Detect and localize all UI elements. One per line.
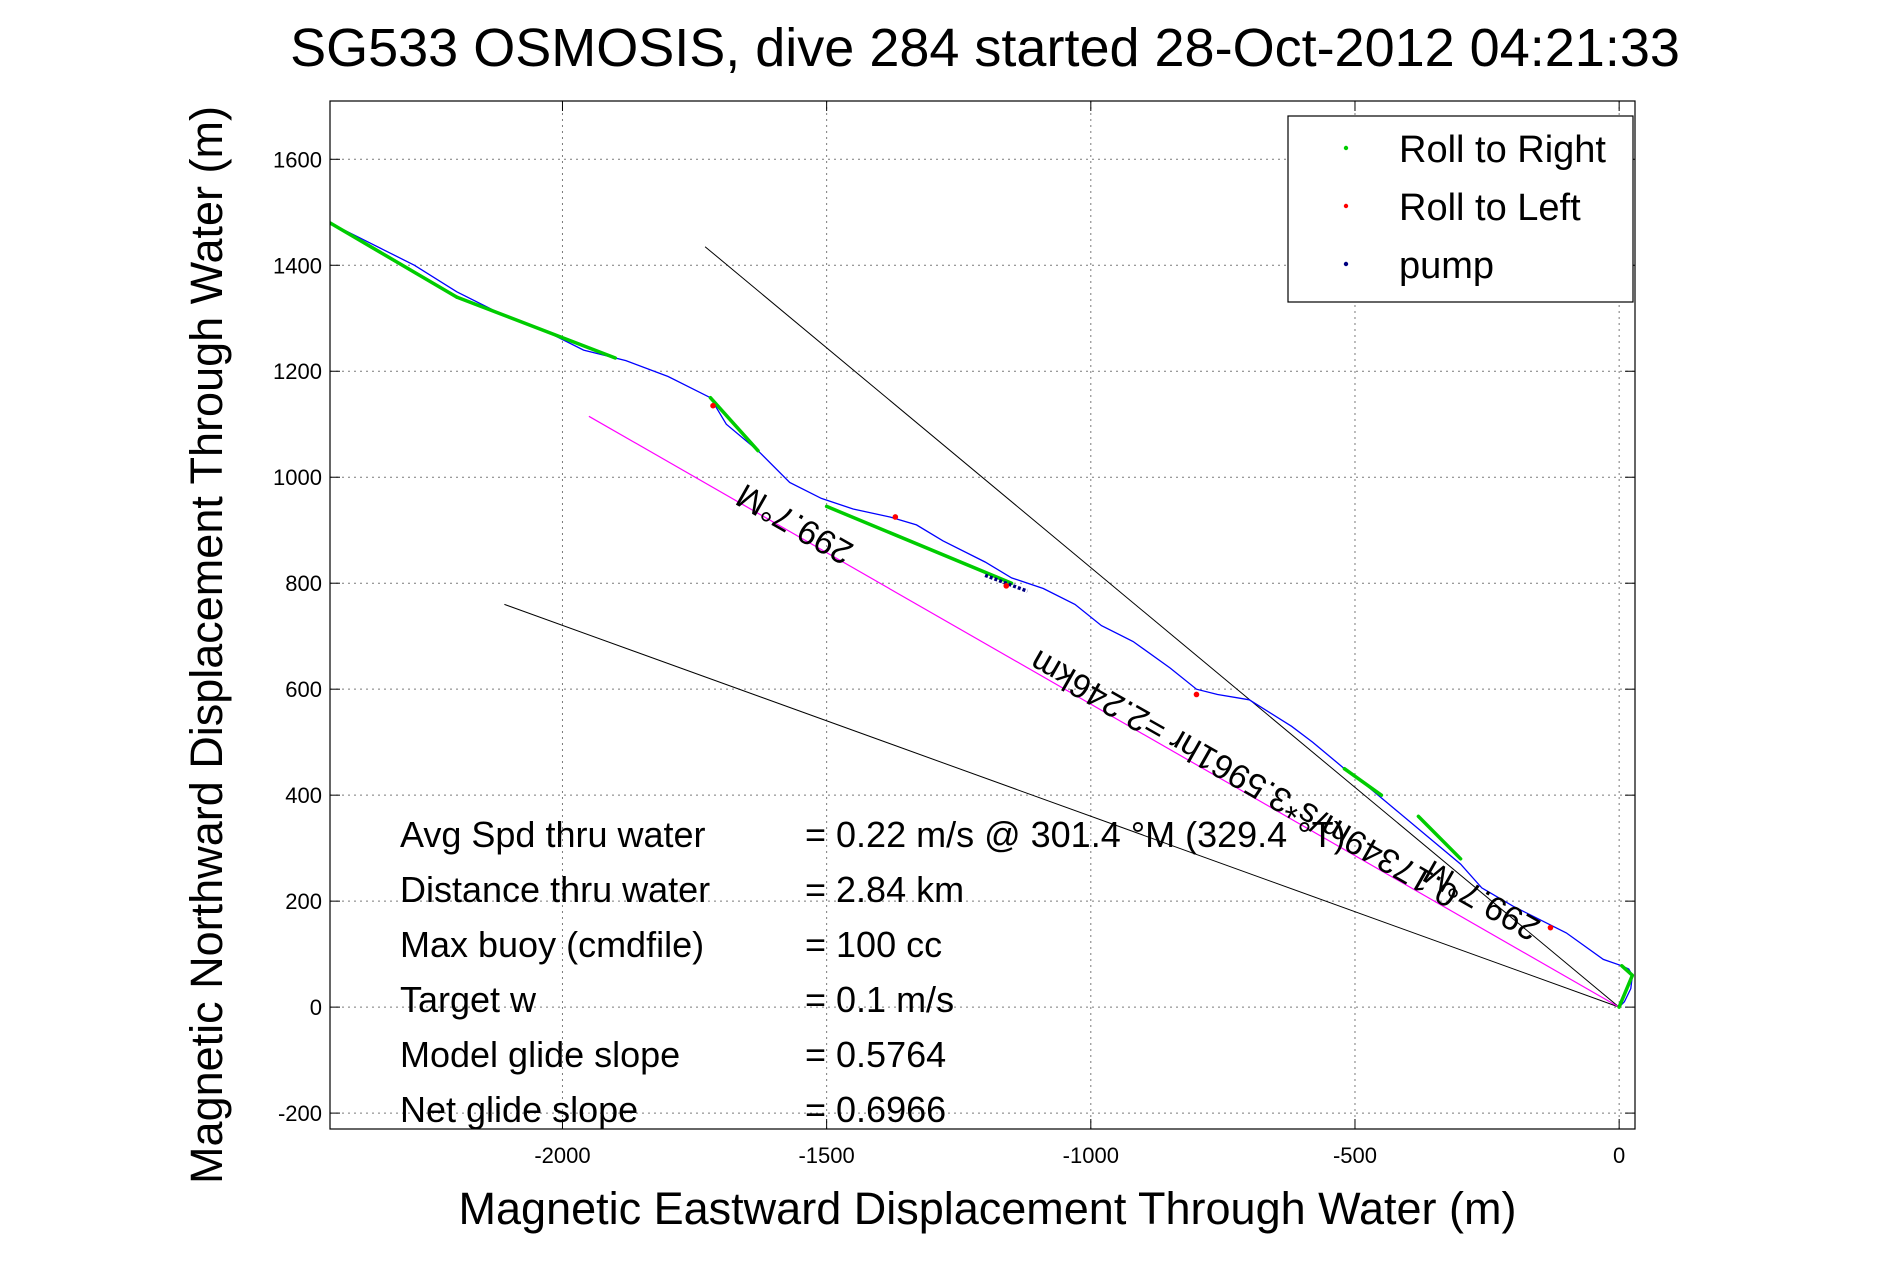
roll-right-segment-3 — [824, 504, 1014, 585]
stats-value-0: = 0.22 m/s @ 301.4 °M (329.4 °T) — [805, 814, 1346, 855]
x-tick-label-0: -2000 — [534, 1143, 590, 1168]
data-group — [330, 221, 1635, 1009]
legend-label-0: Roll to Right — [1399, 129, 1606, 171]
roll-left-point-1 — [892, 514, 899, 520]
stats-label-0: Avg Spd thru water — [400, 814, 706, 855]
stats-label-4: Model glide slope — [400, 1034, 680, 1075]
stats-value-5: = 0.6966 — [805, 1089, 946, 1130]
roll-right-segment-1 — [455, 295, 618, 360]
y-tick-label-1: 0 — [310, 995, 322, 1020]
x-tick-label-4: 0 — [1613, 1143, 1625, 1168]
y-tick-label-0: -200 — [278, 1101, 322, 1126]
roll-right-segment-2 — [708, 395, 760, 453]
y-tick-label-4: 600 — [285, 677, 322, 702]
axes-box — [329, 100, 1636, 1130]
bound-line-0 — [704, 246, 1620, 1008]
stats-value-3: = 0.1 m/s — [805, 979, 954, 1020]
y-tick-label-8: 1400 — [273, 253, 322, 278]
legend-marker-2 — [1343, 261, 1349, 267]
stats-label-5: Net glide slope — [400, 1089, 638, 1130]
legend: Roll to Right Roll to Left pump — [1287, 115, 1634, 303]
stats-label-3: Target w — [400, 979, 537, 1020]
y-tick-label-6: 1000 — [273, 465, 322, 490]
legend-label-2: pump — [1399, 245, 1494, 287]
x-axis-label: Magnetic Eastward Displacement Through W… — [459, 1183, 1517, 1234]
stats-value-2: = 100 cc — [805, 924, 942, 965]
y-axis-label: Magnetic Northward Displacement Through … — [181, 106, 232, 1184]
roll-right-segment-0 — [330, 221, 459, 299]
y-tick-label-9: 1600 — [273, 147, 322, 172]
y-tick-label-2: 200 — [285, 889, 322, 914]
stats-label-1: Distance thru water — [400, 869, 710, 910]
roll-left-point-4 — [1547, 924, 1554, 931]
y-tick-label-3: 400 — [285, 783, 322, 808]
stats-value-1: = 2.84 km — [805, 869, 964, 910]
heading-line — [588, 415, 1620, 1008]
roll-left-point-0 — [710, 402, 716, 409]
roll-right-segment-5 — [1416, 814, 1463, 861]
roll-left-point-3 — [1193, 691, 1200, 698]
stats-label-2: Max buoy (cmdfile) — [400, 924, 704, 965]
x-tick-label-3: -500 — [1333, 1143, 1377, 1168]
x-tick-label-2: -1000 — [1063, 1143, 1119, 1168]
bound-line-1 — [504, 603, 1620, 1008]
x-tick-label-1: -1500 — [798, 1143, 854, 1168]
roll-left-point-2 — [1003, 583, 1010, 589]
axis-layer: -2000 -1500 -1000 -500 0-2000200400600800100… — [273, 100, 1636, 1168]
roll-right-segment-6 — [1617, 964, 1635, 1009]
y-tick-label-7: 1200 — [273, 359, 322, 384]
roll-right-segment-4 — [1342, 766, 1384, 797]
chart-title: SG533 OSMOSIS, dive 284 started 28-Oct-2… — [290, 18, 1680, 78]
y-tick-label-5: 800 — [285, 571, 322, 596]
legend-marker-0 — [1343, 145, 1349, 151]
legend-marker-1 — [1343, 203, 1349, 209]
stats-value-4: = 0.5764 — [805, 1034, 946, 1075]
legend-label-1: Roll to Left — [1399, 187, 1581, 229]
